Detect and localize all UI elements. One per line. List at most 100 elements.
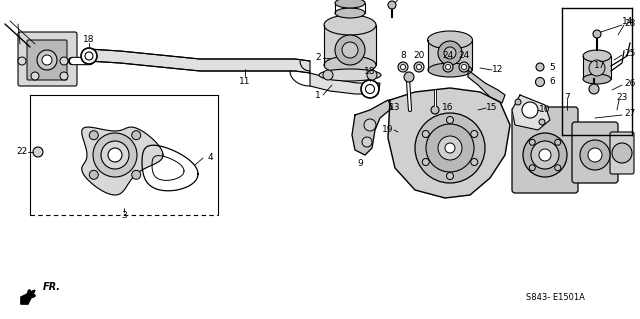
Text: 14: 14 <box>622 18 634 26</box>
Text: 23: 23 <box>616 93 628 101</box>
Circle shape <box>364 119 376 131</box>
Bar <box>583 56 611 79</box>
Polygon shape <box>468 70 505 103</box>
Circle shape <box>539 119 545 125</box>
Text: 3: 3 <box>121 211 127 219</box>
Text: 24: 24 <box>442 50 454 60</box>
Circle shape <box>445 64 451 70</box>
Circle shape <box>555 165 561 171</box>
Ellipse shape <box>324 56 376 74</box>
Circle shape <box>404 72 414 82</box>
Circle shape <box>414 62 424 72</box>
Circle shape <box>365 85 374 93</box>
Polygon shape <box>88 49 310 73</box>
Circle shape <box>31 72 39 80</box>
FancyBboxPatch shape <box>572 122 618 183</box>
Circle shape <box>438 41 462 65</box>
Bar <box>324 25 376 65</box>
Circle shape <box>101 141 129 169</box>
Text: 26: 26 <box>624 78 636 87</box>
Circle shape <box>522 102 538 118</box>
Circle shape <box>81 48 97 64</box>
Text: 4: 4 <box>207 153 213 162</box>
Text: 7: 7 <box>564 93 570 101</box>
Circle shape <box>529 139 535 145</box>
Circle shape <box>132 170 141 179</box>
Circle shape <box>555 139 561 145</box>
Text: 17: 17 <box>595 61 605 70</box>
Circle shape <box>536 63 544 71</box>
Text: S843- E1501A: S843- E1501A <box>525 293 584 301</box>
Circle shape <box>18 57 26 65</box>
Circle shape <box>401 64 406 70</box>
Circle shape <box>417 64 422 70</box>
Text: 10: 10 <box>540 106 551 115</box>
Circle shape <box>93 133 137 177</box>
Circle shape <box>471 159 477 166</box>
Circle shape <box>60 57 68 65</box>
Ellipse shape <box>335 8 365 18</box>
Polygon shape <box>310 73 380 94</box>
Text: 16: 16 <box>442 102 454 112</box>
Circle shape <box>589 60 605 76</box>
Circle shape <box>108 148 122 162</box>
Circle shape <box>426 124 474 172</box>
Circle shape <box>335 35 365 65</box>
Circle shape <box>388 1 396 9</box>
Circle shape <box>539 149 551 161</box>
Circle shape <box>361 80 379 98</box>
Circle shape <box>431 106 439 114</box>
Circle shape <box>90 170 99 179</box>
Text: 6: 6 <box>549 78 555 86</box>
Circle shape <box>33 147 43 157</box>
Circle shape <box>367 70 377 80</box>
Text: 20: 20 <box>413 50 425 60</box>
Circle shape <box>132 131 141 140</box>
Text: 8: 8 <box>400 50 406 60</box>
Circle shape <box>529 165 535 171</box>
Circle shape <box>422 130 429 137</box>
Circle shape <box>447 116 454 123</box>
Text: 1: 1 <box>315 91 321 100</box>
Text: 13: 13 <box>389 103 401 113</box>
Circle shape <box>443 62 453 72</box>
FancyBboxPatch shape <box>27 40 67 80</box>
Circle shape <box>531 141 559 169</box>
Ellipse shape <box>428 63 472 77</box>
Circle shape <box>37 50 57 70</box>
Circle shape <box>447 173 454 180</box>
Circle shape <box>612 143 632 163</box>
Circle shape <box>415 113 485 183</box>
Circle shape <box>438 136 462 160</box>
FancyBboxPatch shape <box>610 132 634 174</box>
Circle shape <box>523 133 567 177</box>
Ellipse shape <box>335 0 365 8</box>
Circle shape <box>471 130 477 137</box>
Circle shape <box>323 70 333 80</box>
Circle shape <box>459 62 469 72</box>
Circle shape <box>593 30 601 38</box>
Polygon shape <box>82 127 163 195</box>
Circle shape <box>445 143 455 153</box>
Polygon shape <box>512 95 550 130</box>
Text: 27: 27 <box>624 108 636 117</box>
Ellipse shape <box>319 69 381 81</box>
Text: 5: 5 <box>549 63 555 71</box>
Polygon shape <box>388 88 510 198</box>
Text: 24: 24 <box>458 50 470 60</box>
Circle shape <box>444 47 456 59</box>
Text: 25: 25 <box>624 48 636 57</box>
Ellipse shape <box>324 15 376 35</box>
Text: 28: 28 <box>624 19 636 27</box>
Circle shape <box>42 55 52 65</box>
Bar <box>428 40 472 70</box>
Circle shape <box>580 140 610 170</box>
Text: FR.: FR. <box>43 282 61 292</box>
Circle shape <box>588 148 602 162</box>
Text: 18: 18 <box>83 35 95 44</box>
Circle shape <box>589 84 599 94</box>
Polygon shape <box>21 290 35 304</box>
Circle shape <box>515 99 521 105</box>
Circle shape <box>85 52 93 60</box>
Text: 11: 11 <box>239 77 251 85</box>
